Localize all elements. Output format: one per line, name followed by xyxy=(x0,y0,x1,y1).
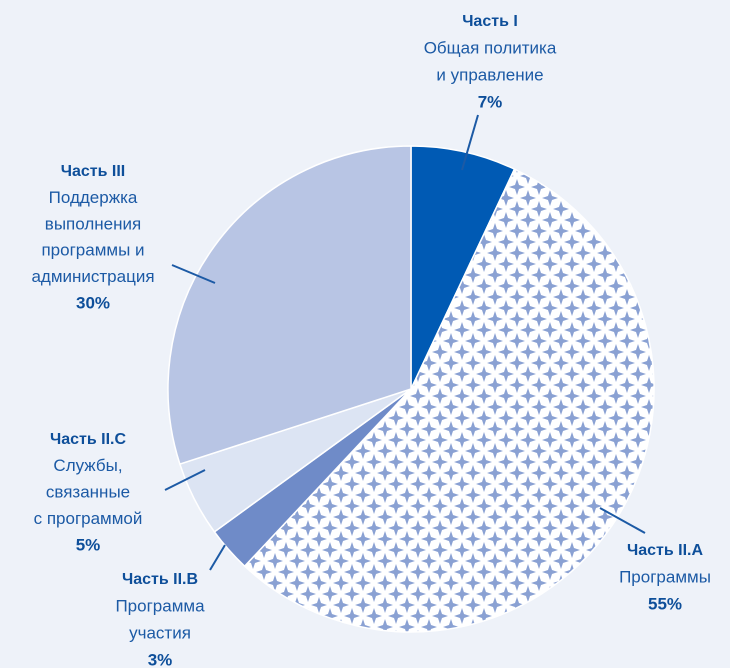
leader-line xyxy=(164,469,206,491)
slice-description: Службы, xyxy=(53,456,122,475)
slice-percent: 30% xyxy=(76,293,110,312)
leader-line xyxy=(599,507,646,534)
slice-description: и управление xyxy=(436,65,543,84)
slice-description: с программой xyxy=(34,509,143,528)
slice-percent: 3% xyxy=(148,650,173,668)
slice-percent: 7% xyxy=(478,92,503,111)
slice-description: участия xyxy=(129,623,191,642)
slice-description: Общая политика xyxy=(424,38,557,57)
slice-description: связанные xyxy=(46,482,130,501)
slice-description: программы и xyxy=(41,241,144,260)
slice-description: выполнения xyxy=(45,214,141,233)
pie-slice xyxy=(243,168,655,633)
slice-description: Программы xyxy=(619,567,711,586)
leader-line xyxy=(461,114,479,171)
slice-name: Часть II.A xyxy=(627,542,703,559)
slice-name: Часть III xyxy=(61,163,126,180)
slice-name: Часть I xyxy=(462,13,518,30)
slice-name: Часть II.B xyxy=(122,571,198,588)
slice-percent: 55% xyxy=(648,594,682,613)
slice-description: администрация xyxy=(31,267,154,286)
slice-description: Программа xyxy=(115,596,205,615)
slice-description: Поддержка xyxy=(49,188,138,207)
pie-slice xyxy=(410,145,516,390)
leader-line xyxy=(171,264,216,284)
pie-slice xyxy=(167,145,412,466)
leader-line xyxy=(209,544,226,571)
slice-percent: 5% xyxy=(76,535,101,554)
slice-name: Часть II.C xyxy=(50,431,126,448)
